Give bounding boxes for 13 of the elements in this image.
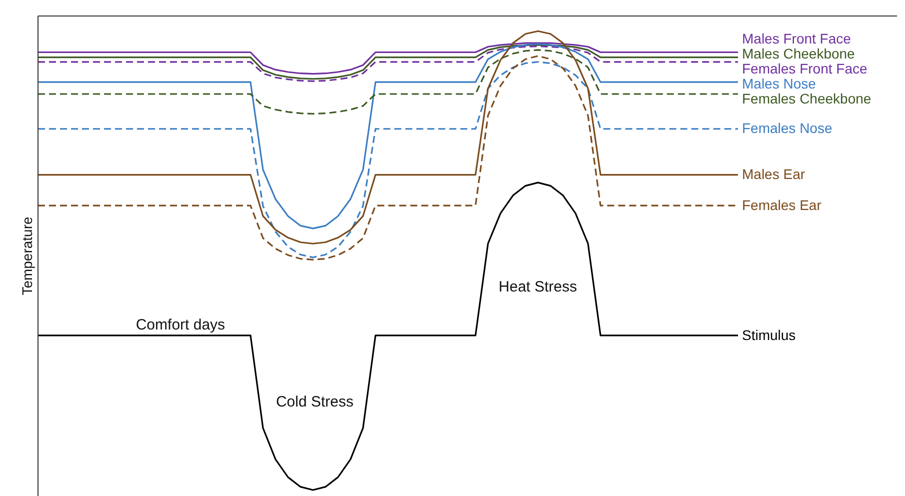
series-label: Stimulus — [742, 327, 796, 344]
series-label: Males Nose — [742, 76, 816, 92]
series-label: Females Ear — [742, 196, 822, 213]
series-label: Females Front Face — [742, 60, 868, 77]
y-axis-title: Temperature — [18, 216, 35, 296]
series-label: Males Ear — [742, 166, 806, 182]
series-label: Males Cheekbone — [742, 46, 856, 62]
series-label: Males Front Face — [742, 30, 852, 47]
series-label: Females Nose — [742, 120, 832, 136]
annotation: Comfort days — [136, 316, 226, 334]
annotation: Cold Stress — [276, 394, 354, 411]
annotation: Heat Stress — [498, 278, 578, 296]
series-label: Females Cheekbone — [742, 90, 872, 107]
